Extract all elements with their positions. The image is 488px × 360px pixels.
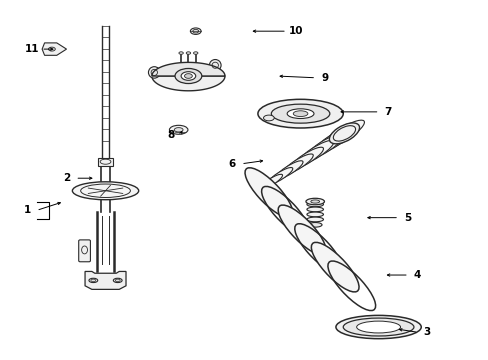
Ellipse shape [304, 134, 343, 160]
Ellipse shape [274, 161, 303, 180]
Ellipse shape [306, 217, 323, 222]
Polygon shape [152, 62, 224, 76]
Ellipse shape [293, 111, 307, 117]
Ellipse shape [343, 318, 413, 336]
FancyBboxPatch shape [98, 158, 113, 166]
Ellipse shape [310, 200, 319, 203]
Text: 4: 4 [413, 270, 421, 280]
Ellipse shape [115, 279, 120, 282]
Ellipse shape [263, 115, 274, 121]
Ellipse shape [184, 74, 192, 78]
Text: 2: 2 [63, 173, 70, 183]
Ellipse shape [311, 242, 358, 292]
Ellipse shape [335, 315, 420, 339]
Polygon shape [42, 43, 66, 55]
Text: 10: 10 [288, 26, 303, 36]
Ellipse shape [282, 154, 313, 175]
Ellipse shape [181, 72, 195, 80]
Ellipse shape [306, 207, 323, 212]
Ellipse shape [48, 47, 55, 51]
Ellipse shape [297, 140, 333, 165]
Ellipse shape [319, 120, 364, 150]
Ellipse shape [356, 321, 400, 333]
Text: 11: 11 [25, 44, 40, 54]
Text: 7: 7 [384, 107, 391, 117]
Text: 5: 5 [404, 213, 410, 222]
Text: 1: 1 [24, 206, 31, 216]
Text: 9: 9 [321, 73, 328, 83]
FancyBboxPatch shape [79, 240, 90, 262]
Ellipse shape [267, 167, 292, 184]
Ellipse shape [305, 198, 324, 205]
Ellipse shape [306, 212, 323, 217]
Text: 3: 3 [423, 327, 430, 337]
Ellipse shape [333, 126, 355, 141]
Ellipse shape [311, 127, 353, 155]
Ellipse shape [192, 30, 198, 33]
Polygon shape [85, 271, 126, 289]
Ellipse shape [175, 68, 202, 84]
Ellipse shape [257, 99, 343, 128]
Ellipse shape [289, 147, 323, 170]
Ellipse shape [148, 67, 160, 78]
Polygon shape [152, 76, 224, 91]
Ellipse shape [244, 168, 292, 217]
Ellipse shape [91, 279, 96, 282]
Text: 6: 6 [228, 159, 235, 169]
Ellipse shape [271, 104, 329, 123]
Ellipse shape [306, 202, 323, 207]
Ellipse shape [72, 182, 139, 200]
Ellipse shape [278, 205, 325, 255]
Ellipse shape [260, 174, 282, 189]
Ellipse shape [186, 52, 190, 54]
Ellipse shape [329, 123, 359, 144]
Ellipse shape [308, 222, 322, 227]
Ellipse shape [169, 125, 187, 134]
Ellipse shape [190, 28, 201, 35]
Ellipse shape [174, 128, 183, 132]
Ellipse shape [286, 109, 313, 118]
Ellipse shape [193, 52, 198, 54]
Text: 8: 8 [167, 130, 175, 140]
Ellipse shape [179, 52, 183, 54]
Ellipse shape [209, 59, 221, 71]
